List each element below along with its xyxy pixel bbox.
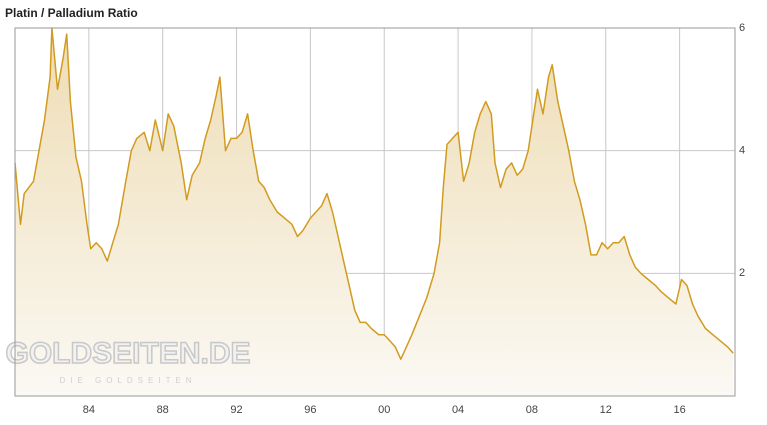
- x-tick-label: 12: [600, 404, 612, 416]
- chart-title: Platin / Palladium Ratio: [5, 6, 138, 20]
- watermark-logo: GOLDSEITEN.DE: [5, 337, 250, 370]
- area-line: [14, 27, 734, 360]
- x-tick-label: 04: [452, 404, 464, 416]
- x-tick-label: 16: [673, 404, 685, 416]
- x-tick-label: 88: [157, 404, 169, 416]
- plot-border: [14, 27, 736, 397]
- plot-area: [14, 27, 735, 396]
- x-tick-label: 84: [83, 404, 95, 416]
- x-tick-label: 08: [526, 404, 538, 416]
- x-tick-label: 00: [378, 404, 390, 416]
- watermark-tagline: DIE GOLDSEITEN: [59, 376, 196, 385]
- y-tick-label: 6: [739, 22, 745, 34]
- x-tick-label: 92: [230, 404, 242, 416]
- y-tick-label: 4: [739, 145, 745, 157]
- y-tick-label: 2: [739, 267, 745, 279]
- area-fill: [15, 28, 734, 396]
- x-tick-label: 96: [304, 404, 316, 416]
